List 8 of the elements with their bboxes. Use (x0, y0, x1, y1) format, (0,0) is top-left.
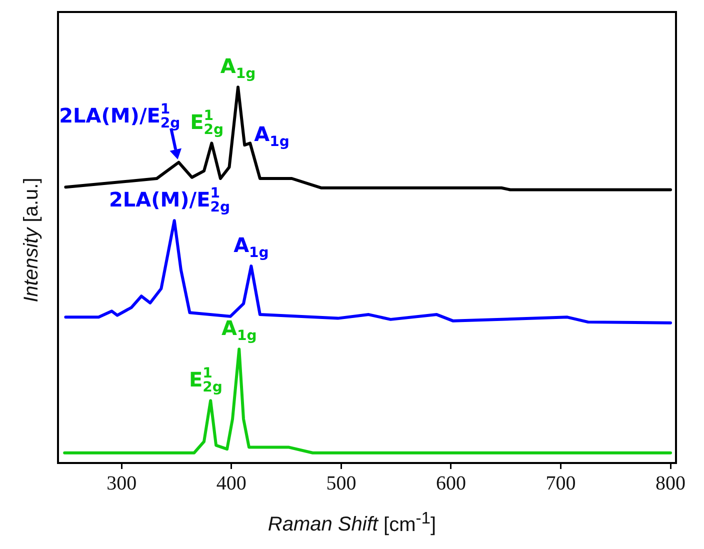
y-axis-title: Intensity [a.u.] (20, 178, 42, 302)
x-tick-label: 300 (106, 472, 137, 494)
x-tick-label: 800 (656, 472, 686, 494)
x-tick-label: 500 (326, 472, 356, 494)
x-axis-title: Raman Shift [cm$^{-1}$] (268, 508, 436, 536)
x-tick-label: 700 (546, 472, 576, 494)
x-tick-label: 600 (436, 472, 466, 494)
x-tick-label: 400 (216, 472, 246, 494)
